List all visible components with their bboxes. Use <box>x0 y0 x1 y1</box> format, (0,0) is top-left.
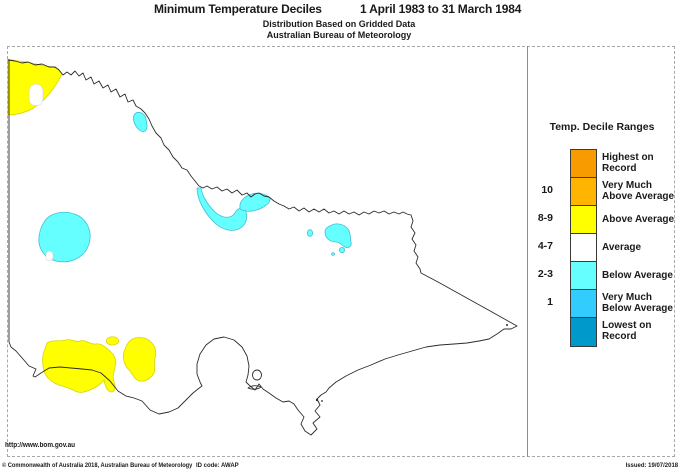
legend-swatch-1 <box>571 178 596 206</box>
patch-southwest-small-above-average <box>105 336 120 346</box>
islet-gabo-island <box>506 324 508 326</box>
patch-dot-below-average-1 <box>338 246 345 253</box>
patch-southwest-right-above-average <box>122 337 157 382</box>
legend-swatch-3 <box>571 234 596 262</box>
issued-date-text: Issued: 19/07/2018 <box>625 462 678 469</box>
phillip-island-outline <box>247 385 262 390</box>
patch-northeast-blob-below-average <box>324 223 352 249</box>
patch-small-dot-below-average <box>306 229 313 237</box>
legend-label-line: Above Average <box>602 191 675 202</box>
patch-dot-below-average-2 <box>331 252 335 256</box>
islet-near-wilsons-prom-2 <box>321 400 323 402</box>
patch-murray-crescent-below-average <box>196 187 248 231</box>
legend-label-line: Lowest on <box>602 320 652 331</box>
legend-label-line: Below Average <box>602 303 673 314</box>
legend-decile-range-10: 10 <box>541 184 553 196</box>
french-island-outline <box>252 369 262 381</box>
legend-label-line: Very Much <box>602 180 653 191</box>
id-code-text: ID code: AWAP <box>196 462 239 469</box>
legend-label-line: Average <box>602 241 642 253</box>
patch-murray-teardrop-below-average <box>133 111 148 132</box>
legend-decile-range-8-9: 8-9 <box>537 212 553 224</box>
legend-swatch-5 <box>571 290 596 318</box>
subtitle-distribution: Distribution Based on Gridded Data <box>262 19 416 29</box>
legend-label-4: Below Average <box>602 270 673 281</box>
victoria-state-outline <box>7 59 518 436</box>
page-title: Minimum Temperature Deciles <box>154 2 322 16</box>
legend-label-line: Record <box>602 163 637 174</box>
legend-label-line: Record <box>602 331 637 342</box>
legend-label-0: Highest on Record <box>602 152 654 174</box>
legend-label-2: Above Average <box>602 214 674 225</box>
patch-west-central-below-average <box>38 211 91 263</box>
legend-swatch-2 <box>571 206 596 234</box>
legend-swatch-column <box>570 149 597 347</box>
bureau-url: http://www.bom.gov.au <box>5 442 76 449</box>
map-frame-border <box>7 46 675 457</box>
legend-decile-range-4-7: 4-7 <box>537 240 553 252</box>
legend-swatch-6 <box>571 318 596 346</box>
legend-swatch-0 <box>571 150 596 178</box>
legend-decile-range-1: 1 <box>547 296 553 308</box>
legend-label-line: Above Average <box>602 213 675 225</box>
legend-label-3: Average <box>602 242 641 253</box>
legend-label-6: Lowest on Record <box>602 320 651 342</box>
legend-label-line: Below Average <box>602 269 673 281</box>
legend-divider-line <box>527 46 528 457</box>
legend-label-line: Very Much <box>602 292 653 303</box>
patch-murray-lobe-below-average <box>239 192 271 212</box>
legend-label-line: Highest on <box>602 152 654 163</box>
page-title-date-range: 1 April 1983 to 31 March 1984 <box>360 2 522 16</box>
legend-swatch-4 <box>571 262 596 290</box>
copyright-text: © Commonwealth of Australia 2018, Austra… <box>2 462 193 469</box>
subtitle-bureau: Australian Bureau of Meteorology <box>266 30 412 40</box>
patch-northwest-average-hole <box>28 83 44 107</box>
islet-near-wilsons-prom-1 <box>315 398 319 402</box>
patch-west-central-average-hole <box>45 250 54 262</box>
legend-decile-range-2-3: 2-3 <box>537 268 553 280</box>
legend-label-5: Very Much Below Average <box>602 292 673 314</box>
legend-title: Temp. Decile Ranges <box>549 121 655 133</box>
patch-southwest-large-above-average <box>42 339 117 393</box>
legend-label-1: Very Much Above Average <box>602 180 674 202</box>
